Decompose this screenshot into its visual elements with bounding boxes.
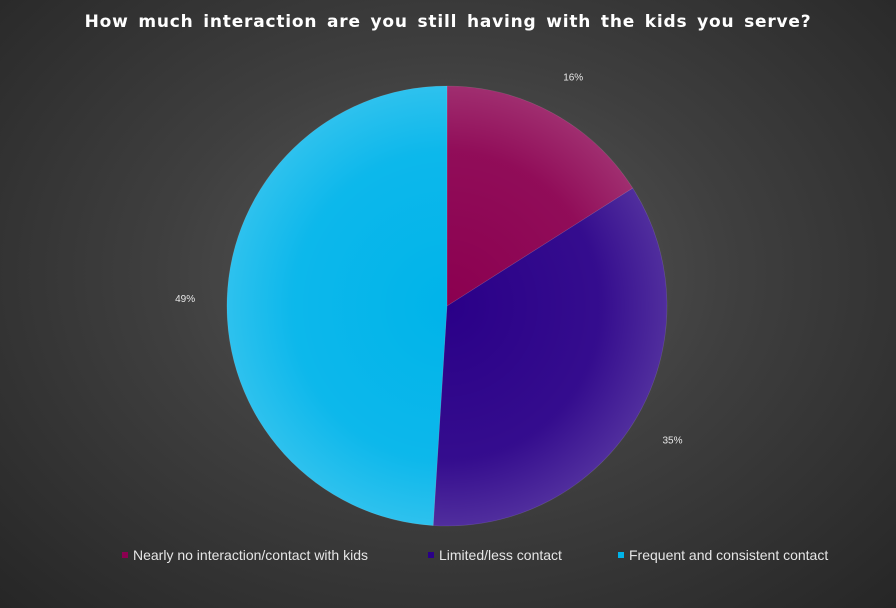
legend-item-nearly-no-interaction: Nearly no interaction/contact with kids: [122, 547, 368, 563]
pie-slice-frequent-contact: [226, 85, 448, 526]
legend: Nearly no interaction/contact with kids …: [0, 547, 896, 567]
legend-swatch-frequent-contact: [618, 552, 624, 558]
data-label-nearly-no-interaction: 16%: [563, 72, 583, 83]
legend-item-limited-contact: Limited/less contact: [428, 547, 562, 563]
legend-item-frequent-contact: Frequent and consistent contact: [618, 547, 828, 563]
legend-swatch-limited-contact: [428, 552, 434, 558]
legend-label-nearly-no-interaction: Nearly no interaction/contact with kids: [133, 547, 368, 563]
data-label-limited-contact: 35%: [662, 435, 682, 446]
legend-swatch-nearly-no-interaction: [122, 552, 128, 558]
legend-label-frequent-contact: Frequent and consistent contact: [629, 547, 829, 563]
legend-label-limited-contact: Limited/less contact: [439, 547, 562, 563]
chart-title: How much interaction are you still havin…: [84, 12, 812, 32]
data-label-frequent-contact: 49%: [175, 294, 195, 305]
